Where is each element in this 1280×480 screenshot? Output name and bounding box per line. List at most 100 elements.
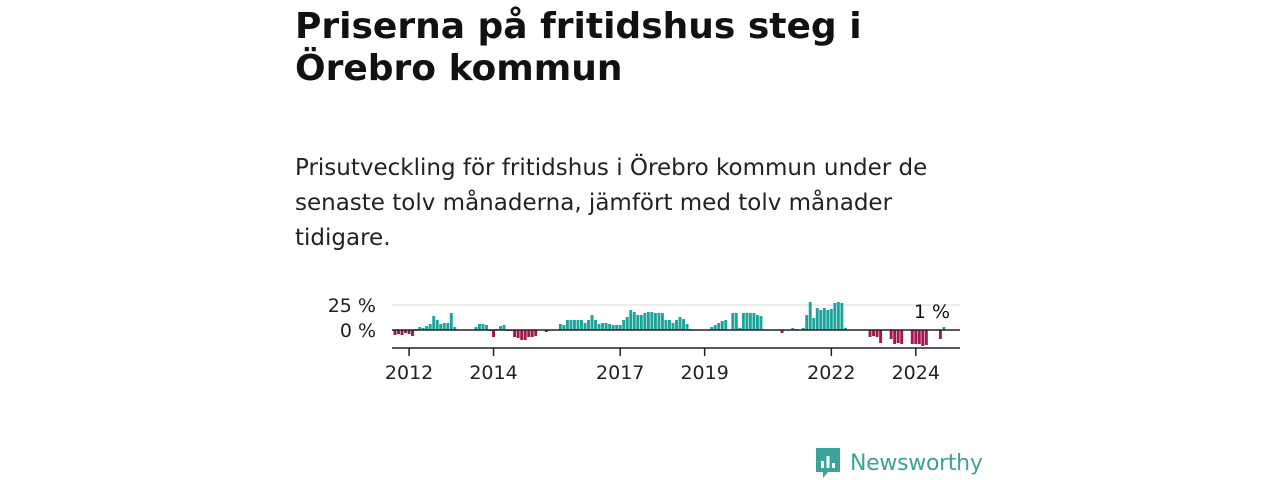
bar <box>421 328 425 330</box>
bar <box>801 328 805 330</box>
bar <box>639 315 643 330</box>
x-tick-label: 2012 <box>385 362 433 384</box>
bar <box>879 330 883 343</box>
bar <box>755 315 759 330</box>
bar <box>741 313 745 330</box>
bar <box>896 330 900 343</box>
bar <box>808 302 812 330</box>
chart-subtitle: Prisutveckling för fritidshus i Örebro k… <box>295 155 928 251</box>
bar <box>513 330 517 337</box>
brand: Newsworthy <box>814 446 983 480</box>
bar <box>872 330 876 336</box>
bar <box>453 327 457 330</box>
bar <box>791 328 795 330</box>
bar <box>678 317 682 330</box>
bar <box>622 320 626 330</box>
bar <box>636 315 640 330</box>
y-axis: 0 % 25 % <box>328 295 376 342</box>
bar <box>924 330 928 345</box>
bar <box>724 320 728 330</box>
bar <box>590 315 594 330</box>
x-tick-label: 2022 <box>807 362 855 384</box>
bar <box>780 330 784 333</box>
bar <box>397 330 400 334</box>
bar <box>439 324 443 330</box>
bar <box>625 317 629 330</box>
bar <box>411 330 415 336</box>
x-tick-label: 2014 <box>469 362 517 384</box>
bar <box>682 319 685 330</box>
bar <box>748 313 752 330</box>
bar <box>671 323 675 330</box>
bar <box>481 324 485 330</box>
bar <box>530 330 534 337</box>
bar <box>485 325 488 330</box>
bar <box>752 313 756 330</box>
bar <box>759 316 763 330</box>
bar <box>573 320 576 330</box>
bar <box>583 323 587 330</box>
bar <box>653 313 657 330</box>
bar <box>660 313 664 330</box>
bar <box>657 313 661 330</box>
bar <box>618 325 622 330</box>
x-tick-label: 2017 <box>596 362 644 384</box>
bar <box>393 330 397 335</box>
x-tick-label: 2024 <box>892 362 940 384</box>
bar <box>840 303 844 330</box>
newsworthy-logo-icon <box>816 448 840 478</box>
bar <box>731 313 735 330</box>
bar <box>675 320 678 330</box>
bar <box>492 330 495 337</box>
bar <box>502 325 506 330</box>
bar <box>615 325 619 330</box>
bar <box>435 320 439 330</box>
bar <box>826 310 830 330</box>
bar <box>917 330 921 344</box>
bar <box>650 312 654 330</box>
bar <box>914 330 918 344</box>
bar <box>604 323 608 330</box>
bar <box>565 320 569 330</box>
y-tick-label: 25 % <box>328 295 376 317</box>
bar <box>544 330 548 332</box>
bar <box>425 326 429 330</box>
bar <box>843 328 847 330</box>
bar <box>921 330 925 346</box>
bar <box>601 323 605 330</box>
bar <box>745 313 749 330</box>
bar <box>685 324 689 330</box>
bar <box>717 323 721 330</box>
bar <box>805 315 809 330</box>
bar <box>474 327 478 330</box>
brand-name: Newsworthy <box>850 450 983 476</box>
bar <box>418 327 422 330</box>
bar <box>942 327 946 330</box>
x-axis: 2012 2014 2017 2019 2022 2024 <box>385 348 940 384</box>
bar <box>889 330 893 339</box>
bar <box>938 330 942 339</box>
bar <box>576 320 580 330</box>
bar <box>520 330 524 340</box>
y-tick-label: 0 % <box>340 320 376 342</box>
bar <box>875 330 879 337</box>
bar <box>713 325 717 330</box>
bar <box>569 320 573 330</box>
bar <box>594 320 598 330</box>
bar <box>407 330 411 334</box>
bar <box>534 330 538 336</box>
x-tick-label: 2019 <box>680 362 728 384</box>
bar <box>442 323 446 330</box>
bar <box>664 320 668 330</box>
bar <box>710 327 714 330</box>
bar <box>738 328 742 330</box>
bar <box>668 320 671 330</box>
bar <box>558 324 562 330</box>
bar <box>819 310 823 330</box>
bar <box>822 308 826 330</box>
bar <box>720 321 724 330</box>
bar <box>893 330 897 344</box>
bar <box>527 330 531 337</box>
bar <box>499 326 503 330</box>
